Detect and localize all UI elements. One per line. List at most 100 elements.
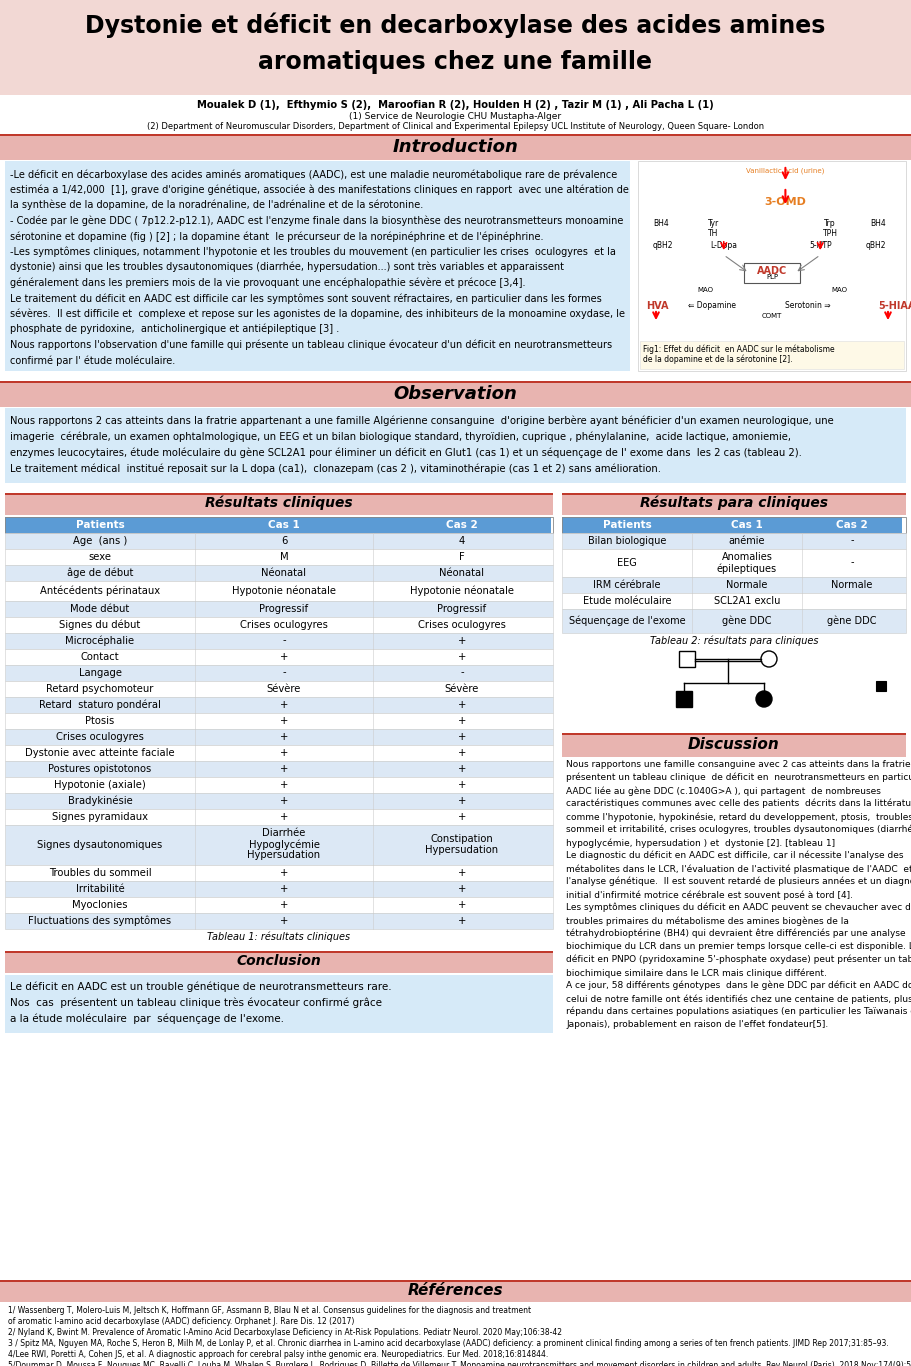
Text: Crises oculogyres: Crises oculogyres: [418, 620, 506, 630]
Bar: [562, 516, 906, 533]
Text: -Le déficit en décarboxylase des acides aminés aromatiques (AADC), est une malad: -Le déficit en décarboxylase des acides …: [10, 169, 618, 179]
Text: +: +: [458, 732, 466, 742]
Text: +: +: [280, 915, 288, 926]
Text: Irritabilité: Irritabilité: [76, 884, 125, 893]
Text: 6: 6: [281, 535, 287, 545]
Bar: [5, 809, 553, 825]
Text: qBH2: qBH2: [653, 240, 673, 250]
Text: Conclusion: Conclusion: [237, 953, 322, 968]
Text: +: +: [458, 635, 466, 646]
Text: Tableau 1: résultats cliniques: Tableau 1: résultats cliniques: [208, 932, 351, 943]
Text: Références: Références: [408, 1283, 503, 1298]
Bar: [5, 581, 553, 601]
Bar: [5, 566, 553, 581]
Text: Nous rapportons l'observation d'une famille qui présente un tableau clinique évo: Nous rapportons l'observation d'une fami…: [10, 340, 612, 350]
Text: -: -: [850, 535, 854, 545]
Text: sérotonine et dopamine (fig ) [2] ; la dopamine étant  le précurseur de la norép: sérotonine et dopamine (fig ) [2] ; la d…: [10, 231, 544, 242]
Text: la synthèse de la dopamine, de la noradrénaline, de l'adrénaline et de la séroto: la synthèse de la dopamine, de la noradr…: [10, 199, 424, 210]
Text: TPH: TPH: [824, 229, 838, 238]
Text: +: +: [458, 795, 466, 806]
Text: ⇐ Dopamine: ⇐ Dopamine: [688, 301, 736, 310]
Text: métabolites dans le LCR, l'évaluation de l'activité plasmatique de l'AADC  et: métabolites dans le LCR, l'évaluation de…: [566, 865, 911, 873]
Text: Signes pyramidaux: Signes pyramidaux: [52, 811, 148, 821]
Text: +: +: [280, 764, 288, 773]
Text: F: F: [459, 552, 465, 561]
Text: Antécédents périnataux: Antécédents périnataux: [40, 586, 160, 596]
Bar: [562, 576, 906, 593]
Text: +: +: [458, 747, 466, 758]
Text: Crises oculogyres: Crises oculogyres: [241, 620, 328, 630]
Bar: [5, 975, 553, 1033]
Text: Nos  cas  présentent un tableau clinique très évocateur confirmé grâce: Nos cas présentent un tableau clinique t…: [10, 997, 382, 1008]
Text: -Les symptômes cliniques, notamment l'hypotonie et les troubles du mouvement (en: -Les symptômes cliniques, notamment l'hy…: [10, 246, 616, 257]
Text: âge de début: âge de début: [67, 567, 133, 578]
Text: BH4: BH4: [653, 219, 669, 228]
Text: Fluctuations des symptômes: Fluctuations des symptômes: [28, 915, 171, 926]
Text: Hypersudation: Hypersudation: [425, 846, 498, 855]
Bar: [562, 734, 906, 735]
Text: hypoglycémie, hypersudation ) et  dystonie [2]. [tableau 1]: hypoglycémie, hypersudation ) et dystoni…: [566, 837, 835, 847]
Bar: [5, 865, 553, 881]
Text: Vanillactic acid (urine): Vanillactic acid (urine): [746, 167, 824, 173]
Text: Hypotonie néonatale: Hypotonie néonatale: [410, 586, 514, 596]
Text: +: +: [458, 780, 466, 790]
Circle shape: [756, 691, 772, 708]
Text: répandu dans certaines populations asiatiques (en particulier les Taïwanais et l: répandu dans certaines populations asiat…: [566, 1007, 911, 1016]
Text: MAO: MAO: [831, 287, 847, 292]
Bar: [5, 632, 553, 649]
Bar: [5, 516, 553, 533]
Text: +: +: [280, 811, 288, 821]
Text: qBH2: qBH2: [865, 240, 886, 250]
Text: Postures opistotonos: Postures opistotonos: [48, 764, 151, 773]
Text: imagerie  cérébrale, un examen ophtalmologique, un EEG et un bilan biologique st: imagerie cérébrale, un examen ophtalmolo…: [10, 432, 791, 443]
Text: Tableau 2: résultats para cliniques: Tableau 2: résultats para cliniques: [650, 637, 818, 646]
Bar: [0, 0, 911, 96]
Bar: [562, 593, 906, 609]
Text: généralement dans les premiers mois de la vie provoquant une encéphalopathie sév: généralement dans les premiers mois de l…: [10, 277, 526, 288]
Text: +: +: [280, 732, 288, 742]
Text: Introduction: Introduction: [393, 138, 518, 156]
Text: 3-OMD: 3-OMD: [764, 197, 806, 208]
Bar: [5, 744, 553, 761]
Bar: [5, 912, 553, 929]
Bar: [0, 381, 911, 382]
Text: -: -: [282, 668, 286, 678]
Text: Tyr: Tyr: [708, 219, 720, 228]
Text: Myoclonies: Myoclonies: [72, 899, 128, 910]
Bar: [744, 264, 800, 283]
Text: HVA: HVA: [646, 301, 669, 311]
Text: +: +: [280, 795, 288, 806]
Text: A ce jour, 58 différents génotypes  dans le gène DDC par déficit en AADC dont: A ce jour, 58 différents génotypes dans …: [566, 981, 911, 990]
Bar: [0, 1280, 911, 1283]
Text: Constipation: Constipation: [431, 835, 494, 844]
Text: biochimique similaire dans le LCR mais clinique différent.: biochimique similaire dans le LCR mais c…: [566, 968, 827, 978]
Text: biochimique du LCR dans un premier temps lorsque celle-ci est disponible. Le: biochimique du LCR dans un premier temps…: [566, 943, 911, 951]
Bar: [562, 493, 906, 494]
Text: Néonatal: Néonatal: [261, 567, 306, 578]
Bar: [5, 533, 553, 549]
Text: L-Dopa: L-Dopa: [711, 240, 737, 250]
Bar: [5, 493, 553, 494]
Text: IRM cérébrale: IRM cérébrale: [593, 579, 660, 590]
Text: dystonie) ainsi que les troubles dysautonomiques (diarrhée, hypersudation...) so: dystonie) ainsi que les troubles dysauto…: [10, 262, 564, 272]
Text: Normale: Normale: [726, 579, 768, 590]
Text: troubles primaires du métabolisme des amines biogènes de la: troubles primaires du métabolisme des am…: [566, 917, 849, 926]
Text: +: +: [280, 652, 288, 661]
Text: AADC liée au gène DDC (c.1040G>A ), qui partagent  de nombreuses: AADC liée au gène DDC (c.1040G>A ), qui …: [566, 785, 881, 795]
Text: sommeil et irritabilité, crises oculogyres, troubles dysautonomiques (diarrhée,: sommeil et irritabilité, crises oculogyr…: [566, 825, 911, 835]
Text: l'analyse génétique.  Il est souvent retardé de plusieurs années et un diagnosti: l'analyse génétique. Il est souvent reta…: [566, 877, 911, 887]
Text: - Codée par le gène DDC ( 7p12.2-p12.1), AADC est l'enzyme finale dans la biosyn: - Codée par le gène DDC ( 7p12.2-p12.1),…: [10, 216, 623, 225]
Bar: [5, 825, 553, 865]
Text: -: -: [460, 668, 464, 678]
Bar: [195, 516, 373, 533]
Bar: [640, 342, 904, 369]
Text: Sévère: Sévère: [445, 683, 479, 694]
Text: +: +: [458, 811, 466, 821]
Text: Langage: Langage: [78, 668, 121, 678]
Text: Trp: Trp: [824, 219, 836, 228]
Text: +: +: [458, 716, 466, 725]
Text: Séquençage de l'exome: Séquençage de l'exome: [568, 616, 685, 626]
Text: aromatiques chez une famille: aromatiques chez une famille: [259, 51, 652, 74]
Text: sexe: sexe: [88, 552, 111, 561]
Bar: [5, 881, 553, 897]
